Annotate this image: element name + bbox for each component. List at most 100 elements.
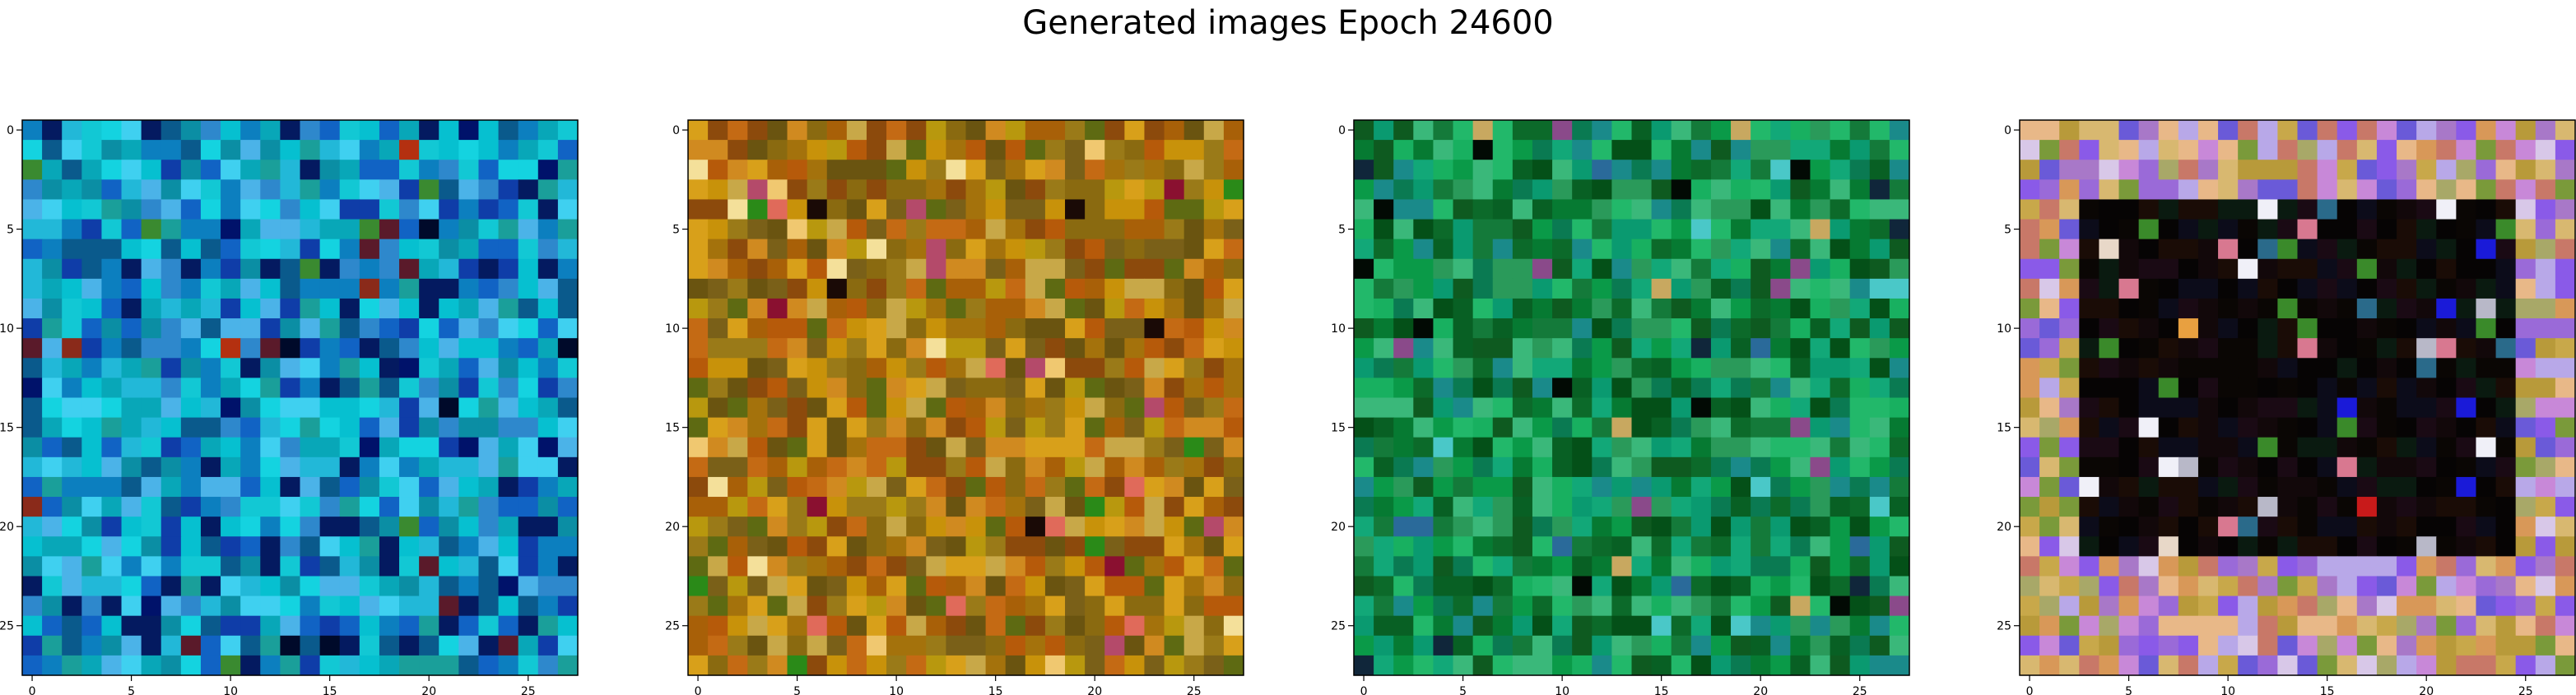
pixel-cell	[2158, 497, 2179, 517]
pixel-cell	[1124, 456, 1146, 478]
pixel-cell	[1830, 397, 1851, 419]
pixel-cell	[1492, 635, 1514, 656]
pixel-cell	[1830, 199, 1851, 220]
pixel-cell	[2436, 655, 2457, 676]
pixel-cell	[807, 258, 828, 280]
pixel-cell	[1164, 199, 1185, 220]
pixel-cell	[1651, 278, 1672, 299]
pixel-cell	[439, 437, 459, 458]
pixel-cell	[2138, 199, 2160, 220]
pixel-cell	[866, 497, 887, 517]
pixel-cell	[1611, 576, 1633, 597]
pixel-cell	[42, 258, 63, 280]
pixel-cell	[359, 417, 380, 438]
pixel-cell	[728, 497, 748, 517]
pixel-cell	[478, 378, 500, 399]
pixel-cell	[498, 120, 519, 141]
pixel-cell	[498, 556, 519, 577]
pixel-cell	[2099, 199, 2120, 220]
pixel-cell	[1731, 417, 1751, 438]
pixel-cell	[339, 338, 360, 359]
pixel-cell	[2555, 397, 2576, 419]
pixel-cell	[141, 437, 162, 458]
pixel-cell	[1433, 140, 1454, 160]
pixel-cell	[2099, 278, 2120, 299]
pixel-cell	[2337, 219, 2358, 240]
pixel-cell	[886, 476, 907, 498]
pixel-cell	[498, 278, 519, 299]
pixel-cell	[1869, 576, 1890, 597]
pixel-cell	[2138, 140, 2160, 160]
pixel-cell	[1104, 318, 1125, 339]
pixel-cell	[1810, 635, 1831, 656]
pixel-cell	[1005, 199, 1026, 220]
pixel-cell	[537, 497, 559, 517]
pixel-cell	[1044, 239, 1066, 260]
pixel-cell	[1592, 358, 1612, 378]
pixel-cell	[1085, 239, 1105, 260]
pixel-cell	[807, 338, 828, 359]
pixel-cell	[22, 258, 43, 280]
pixel-cell	[2416, 635, 2437, 656]
pixel-cell	[886, 378, 907, 399]
pixel-cell	[2118, 258, 2140, 280]
pixel-cell	[1492, 219, 1514, 240]
pixel-cell	[1532, 219, 1553, 240]
pixel-cell	[946, 378, 967, 399]
pixel-cell	[200, 179, 221, 201]
pixel-cell	[826, 278, 848, 299]
pixel-cell	[2039, 437, 2060, 458]
x-tick-label: 25	[2518, 685, 2533, 695]
pixel-cell	[319, 517, 341, 537]
pixel-cell	[1085, 517, 1105, 537]
pixel-cell	[2238, 615, 2258, 637]
pixel-cell	[1144, 160, 1165, 180]
pixel-cell	[160, 140, 182, 160]
pixel-cell	[886, 258, 907, 280]
pixel-cell	[141, 576, 162, 597]
pixel-cell	[160, 437, 182, 458]
pixel-cell	[1472, 517, 1494, 537]
pixel-cell	[926, 576, 946, 597]
pixel-cell	[1393, 456, 1414, 478]
pixel-cell	[1592, 536, 1612, 557]
pixel-cell	[1492, 397, 1514, 419]
pixel-cell	[1203, 258, 1225, 280]
pixel-cell	[1710, 199, 1732, 220]
pixel-cell	[2436, 120, 2457, 141]
pixel-cell	[2257, 615, 2278, 637]
pixel-cell	[2257, 239, 2278, 260]
pixel-cell	[688, 219, 709, 240]
pixel-cell	[1354, 160, 1374, 180]
pixel-cell	[518, 476, 539, 498]
pixel-cell	[1770, 318, 1791, 339]
pixel-cell	[1690, 497, 1712, 517]
axes-frame	[1353, 119, 1910, 676]
pixel-cell	[708, 536, 728, 557]
pixel-cell	[1044, 517, 1066, 537]
pixel-cell	[1889, 338, 1910, 359]
pixel-cell	[2218, 437, 2239, 458]
pixel-cell	[1492, 417, 1514, 438]
pixel-cell	[537, 576, 559, 597]
x-tick-label: 0	[2026, 685, 2034, 695]
pixel-cell	[1611, 517, 1633, 537]
pixel-cell	[826, 615, 848, 637]
pixel-cell	[2356, 655, 2378, 676]
pixel-cell	[419, 239, 439, 260]
pixel-cell	[1085, 219, 1105, 240]
pixel-cell	[1203, 160, 1225, 180]
pixel-cell	[221, 239, 241, 260]
pixel-cell	[1849, 219, 1871, 240]
pixel-cell	[1770, 517, 1791, 537]
pixel-cell	[1810, 456, 1831, 478]
pixel-cell	[2555, 417, 2576, 438]
pixel-cell	[180, 298, 202, 319]
pixel-cell	[399, 219, 420, 240]
pixel-cell	[767, 655, 788, 676]
pixel-cell	[160, 160, 182, 180]
pixel-cell	[906, 397, 927, 419]
pixel-cell	[2218, 219, 2239, 240]
pixel-cell	[1592, 278, 1612, 299]
